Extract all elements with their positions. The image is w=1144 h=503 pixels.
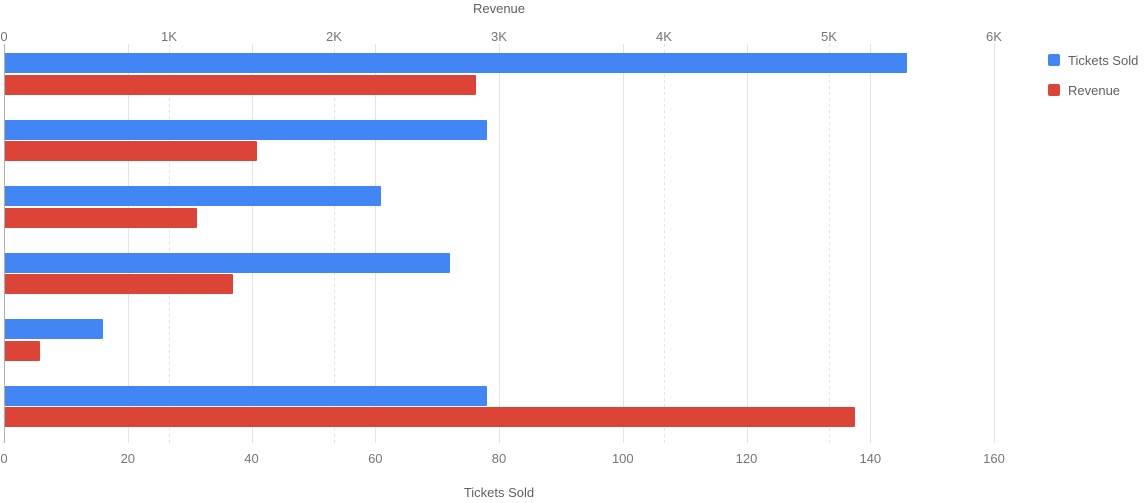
bar-revenue[interactable] — [5, 207, 198, 228]
gridline-bottom-20 — [127, 44, 129, 443]
bottom-axis-tick-label: 80 — [491, 451, 507, 466]
bar-tickets-sold[interactable] — [5, 385, 487, 406]
gridline-bottom-120 — [746, 44, 748, 443]
bar-revenue[interactable] — [5, 274, 234, 294]
legend-item-tickets-sold[interactable]: Tickets Sold — [1048, 52, 1139, 68]
legend-label: Tickets Sold — [1068, 52, 1139, 68]
top-axis-tick-label: 4K — [656, 29, 672, 44]
bottom-axis-tick-label: 60 — [368, 451, 383, 466]
bar-tickets-sold[interactable] — [5, 252, 450, 273]
bar-revenue[interactable] — [5, 74, 476, 95]
bottom-axis-tick-label: 40 — [244, 451, 259, 466]
gridline-bottom-60 — [375, 44, 377, 443]
bar-revenue[interactable] — [5, 141, 257, 161]
top-axis-title: Revenue — [472, 1, 526, 16]
top-axis-tick-label: 5K — [821, 29, 837, 44]
top-axis-tick-label: 0 — [0, 29, 8, 44]
bar-tickets-sold[interactable] — [5, 186, 382, 206]
bar-revenue[interactable] — [5, 407, 856, 427]
gridline-top-4000 — [664, 44, 665, 443]
top-axis-tick-label: 1K — [161, 29, 177, 44]
bar-revenue[interactable] — [5, 340, 41, 361]
bottom-axis-tick-label: 100 — [611, 451, 634, 466]
gridline-top-2000 — [334, 44, 335, 443]
legend: Tickets Sold Revenue — [1048, 53, 1138, 113]
bar-tickets-sold[interactable] — [5, 119, 487, 140]
gridline-bottom-40 — [251, 44, 253, 443]
y-axis-baseline — [4, 44, 5, 443]
gridline-bottom-80 — [499, 44, 500, 443]
legend-label: Revenue — [1068, 82, 1121, 98]
legend-item-revenue[interactable]: Revenue — [1048, 82, 1138, 98]
bottom-axis-tick-label: 140 — [859, 451, 882, 466]
legend-swatch-tickets-sold — [1048, 54, 1060, 66]
bottom-axis-title: Tickets Sold — [463, 485, 535, 500]
bottom-axis-tick-label: 120 — [735, 451, 758, 466]
top-axis-tick-label: 3K — [491, 29, 507, 44]
gridline-bottom-100 — [622, 44, 624, 443]
gridline-top-1000 — [169, 44, 170, 443]
bottom-axis-tick-label: 20 — [120, 451, 136, 466]
top-axis-tick-label: 6K — [986, 29, 1002, 44]
gridline-bottom-140 — [870, 44, 872, 443]
bottom-axis-tick-label: 0 — [0, 451, 8, 466]
bar-tickets-sold[interactable] — [5, 319, 103, 339]
legend-swatch-revenue — [1048, 84, 1060, 96]
bottom-axis-tick-label: 160 — [983, 451, 1005, 466]
top-axis-tick-label: 2K — [326, 29, 342, 44]
bar-tickets-sold[interactable] — [5, 53, 908, 73]
gridline-top-5000 — [829, 44, 830, 443]
gridline-bottom-160 — [994, 44, 995, 443]
